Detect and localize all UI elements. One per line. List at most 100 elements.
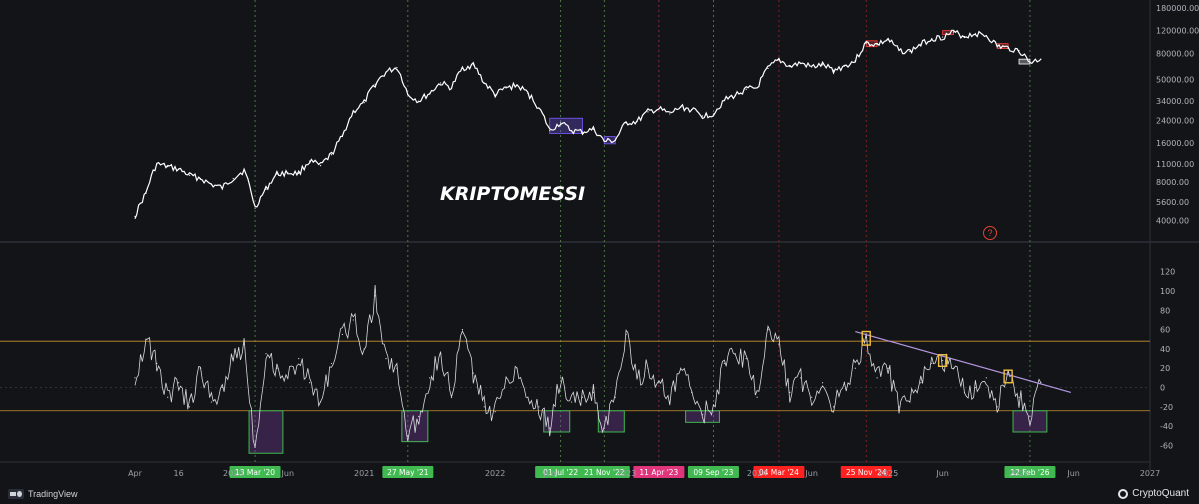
price-data-point (811, 66, 813, 68)
osc-data-point (167, 396, 169, 398)
osc-data-point (691, 391, 693, 393)
time-tick-label: Jun (542, 469, 556, 478)
event-badge-bg (753, 466, 805, 478)
price-data-point (1040, 58, 1042, 60)
osc-data-point (952, 367, 955, 369)
osc-data-point (647, 367, 649, 369)
osc-tick-label: 20 (1160, 364, 1170, 373)
price-data-point (265, 188, 267, 190)
osc-data-point (145, 338, 147, 340)
osc-data-point (309, 382, 311, 384)
price-data-point (439, 82, 442, 84)
price-data-point (974, 32, 976, 35)
footer: TradingView CryptoQuant (0, 482, 1199, 504)
osc-data-point (909, 401, 911, 403)
osc-data-point (439, 353, 442, 355)
tradingview-label: TradingView (28, 489, 78, 499)
osc-data-point (254, 446, 256, 449)
event-label: 21 Nov '22 (584, 468, 625, 477)
event-badge: 04 Mar '24 (753, 466, 805, 478)
time-tick-label: 2021 (354, 469, 374, 478)
price-data-point (996, 45, 998, 47)
osc-data-point (1040, 382, 1042, 384)
osc-data-point (843, 382, 846, 384)
event-badge: 25 Nov '24 (840, 466, 892, 478)
price-data-point (756, 87, 758, 89)
time-tick-label: 16 (174, 469, 184, 478)
tradingview-icon (8, 489, 24, 499)
osc-data-point (832, 406, 835, 408)
event-label: 01 Jul '22 (543, 468, 578, 477)
price-data-point (723, 99, 725, 101)
osc-data-point (560, 377, 562, 379)
price-data-point (603, 140, 605, 143)
price-data-point (789, 66, 791, 68)
osc-data-point (669, 401, 671, 403)
price-data-point (341, 135, 343, 138)
time-tick-label: 2023 (616, 469, 636, 478)
osc-peak-marker (1003, 369, 1013, 384)
osc-data-point (330, 362, 333, 365)
event-badge-bg (578, 466, 630, 478)
time-tick-label: 2027 (1140, 469, 1160, 478)
price-data-point (221, 187, 223, 189)
price-data-point (396, 66, 398, 69)
price-data-point (407, 94, 409, 96)
price-tick-label: 8000.00 (1156, 178, 1189, 187)
price-data-point (985, 34, 987, 37)
price-data-point (592, 128, 594, 130)
osc-data-point (625, 333, 627, 336)
osc-data-point (712, 404, 715, 406)
event-label: 25 Nov '24 (846, 468, 887, 477)
cryptoquant-logo[interactable]: CryptoQuant (1118, 488, 1189, 499)
osc-data-point (614, 396, 616, 398)
cryptoquant-label: CryptoQuant (1132, 488, 1189, 499)
osc-data-point (494, 411, 496, 413)
price-data-point (145, 192, 147, 195)
marker-circle[interactable]: ? (983, 226, 997, 240)
price-data-point (418, 100, 420, 102)
osc-tick-label: 0 (1160, 384, 1165, 393)
event-badge: 13 Mar '20 (229, 466, 281, 478)
time-tick-label: 2020 (223, 469, 243, 478)
price-data-point (800, 62, 802, 64)
osc-data-point (1029, 415, 1031, 418)
price-data-point (843, 65, 846, 67)
osc-data-point (363, 348, 365, 350)
price-data-point (309, 160, 311, 162)
osc-data-point (570, 401, 573, 403)
price-data-point (898, 49, 900, 52)
osc-data-point (516, 367, 518, 369)
osc-data-point (636, 377, 638, 379)
price-data-point (669, 113, 671, 115)
osc-buy-box (543, 410, 571, 433)
osc-data-point (538, 406, 540, 408)
price-data-point (767, 67, 769, 70)
osc-data-point (450, 396, 453, 398)
price-data-point (887, 39, 889, 41)
price-data-point (385, 71, 387, 73)
price-data-point (330, 154, 333, 156)
osc-data-point (243, 343, 245, 345)
osc-data-point (778, 343, 780, 345)
time-tick-label: Jun (1066, 469, 1080, 478)
osc-buy-box (597, 410, 625, 433)
price-data-point (952, 31, 955, 33)
price-data-point (243, 169, 245, 172)
price-data-point (920, 43, 922, 45)
osc-data-point (985, 377, 987, 379)
price-data-point (319, 165, 322, 167)
price-data-point (254, 207, 256, 209)
price-tick-label: 5600.00 (1156, 198, 1189, 207)
price-data-point (712, 113, 715, 115)
osc-data-point (658, 382, 660, 384)
price-data-point (625, 122, 627, 124)
osc-buy-box (248, 410, 284, 454)
price-data-point (450, 87, 453, 89)
event-label: 12 Feb '26 (1010, 468, 1049, 477)
price-data-point (352, 111, 354, 113)
osc-buy-box (1012, 410, 1048, 433)
tradingview-logo[interactable]: TradingView (8, 489, 78, 499)
price-zone (1018, 58, 1031, 65)
osc-data-point (974, 386, 976, 389)
